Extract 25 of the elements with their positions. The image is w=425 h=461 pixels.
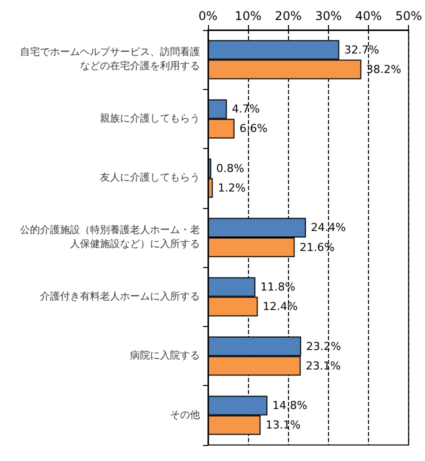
- x-tick-label: 0%: [198, 9, 218, 23]
- y-tick-label: その他: [170, 408, 200, 421]
- data-label: 4.7%: [232, 102, 260, 116]
- x-tick-label: 50%: [395, 9, 422, 23]
- y-tick-label: 親族に介護してもらう: [100, 112, 200, 124]
- data-label: 0.8%: [216, 162, 244, 175]
- data-label: 14.8%: [272, 399, 308, 412]
- data-label: 12.4%: [262, 300, 298, 314]
- data-label: 23.1%: [306, 359, 341, 372]
- y-tick-label: 介護付き有料老人ホームに入所する: [40, 290, 200, 302]
- data-label: 21.6%: [300, 240, 335, 254]
- x-tick-label: 10%: [234, 9, 262, 23]
- data-label: 24.4%: [310, 221, 346, 234]
- x-tick-label: 30%: [315, 9, 342, 23]
- data-label: 6.6%: [239, 122, 268, 136]
- data-label: 1.2%: [218, 181, 246, 194]
- y-tick-label: 公的介護施設（特別養護老人ホーム・老人保健施設など）に入所する: [20, 224, 200, 250]
- x-tick-label: 20%: [274, 9, 302, 23]
- data-label: 13.1%: [266, 418, 301, 432]
- y-tick-label: 友人に介護してもらう: [100, 172, 200, 184]
- data-label: 32.7%: [344, 43, 380, 56]
- y-tick-label: 自宅でホームヘルプサービス、訪問看護などの在宅介護を利用する: [20, 46, 200, 72]
- data-label: 38.2%: [366, 62, 402, 76]
- x-tick-label: 40%: [355, 9, 382, 23]
- y-tick-label: 病院に入院する: [130, 350, 200, 362]
